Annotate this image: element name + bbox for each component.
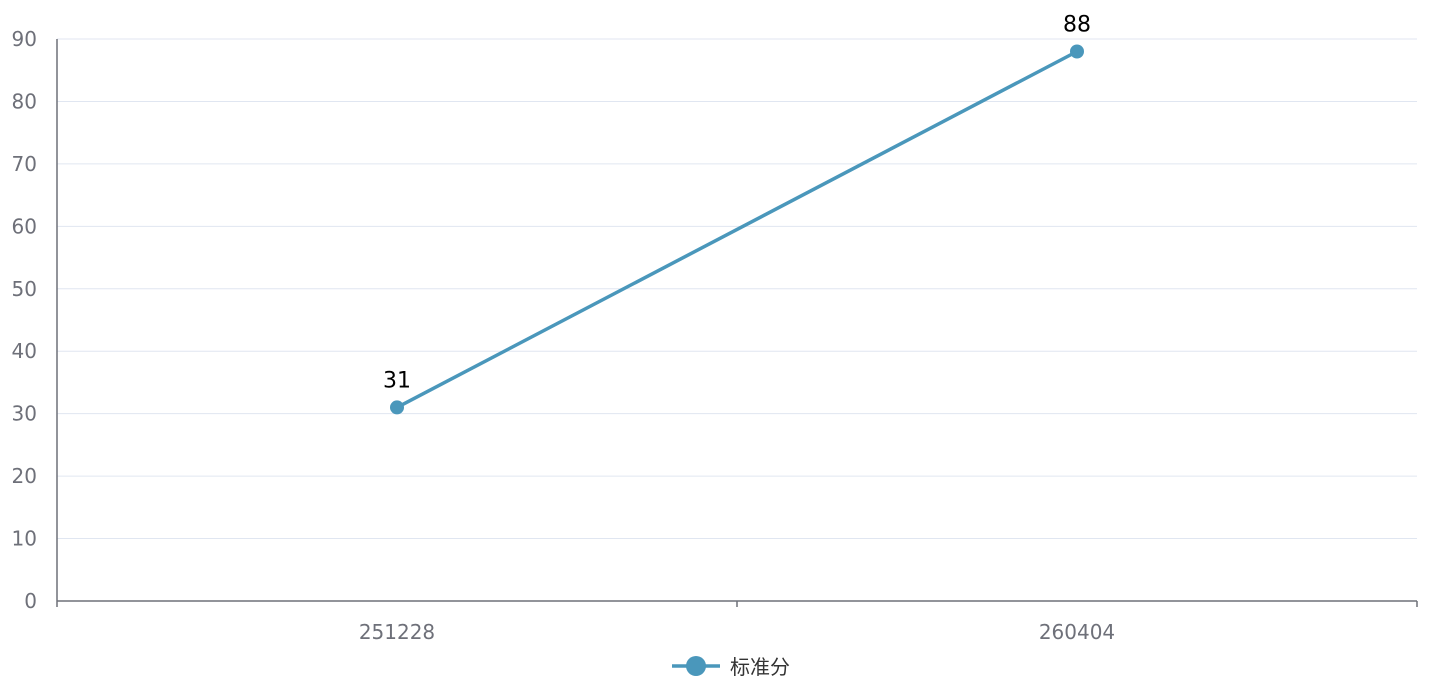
- y-tick-label: 90: [12, 27, 37, 51]
- y-tick-label: 40: [12, 339, 37, 363]
- series-line: [396, 49, 1078, 409]
- data-point[interactable]: [1070, 44, 1084, 59]
- axes: 0 10 20 30 40 50 60 70 80 90 251228 260404: [12, 27, 1418, 644]
- series-layer: [390, 44, 1084, 415]
- y-tick-label: 30: [12, 402, 37, 426]
- y-tick-label: 80: [12, 89, 37, 113]
- legend[interactable]: 标准分: [672, 655, 790, 679]
- x-tick-label: 260404: [1039, 620, 1115, 644]
- x-tick-label: 251228: [359, 620, 435, 644]
- data-label: 88: [1063, 12, 1091, 37]
- y-tick-label: 50: [12, 277, 37, 301]
- y-tick-label: 70: [12, 152, 37, 176]
- legend-label: 标准分: [730, 655, 790, 679]
- legend-item[interactable]: 标准分: [672, 655, 790, 679]
- y-tick-label: 60: [12, 214, 37, 238]
- legend-marker-icon: [686, 656, 706, 676]
- grid-lines: [57, 38, 1417, 540]
- data-point[interactable]: [390, 400, 404, 415]
- y-tick-label: 0: [24, 589, 37, 613]
- data-label: 31: [383, 368, 411, 393]
- data-labels: 31 88: [383, 12, 1091, 393]
- y-tick-label: 10: [12, 527, 37, 551]
- y-tick-label: 20: [12, 464, 37, 488]
